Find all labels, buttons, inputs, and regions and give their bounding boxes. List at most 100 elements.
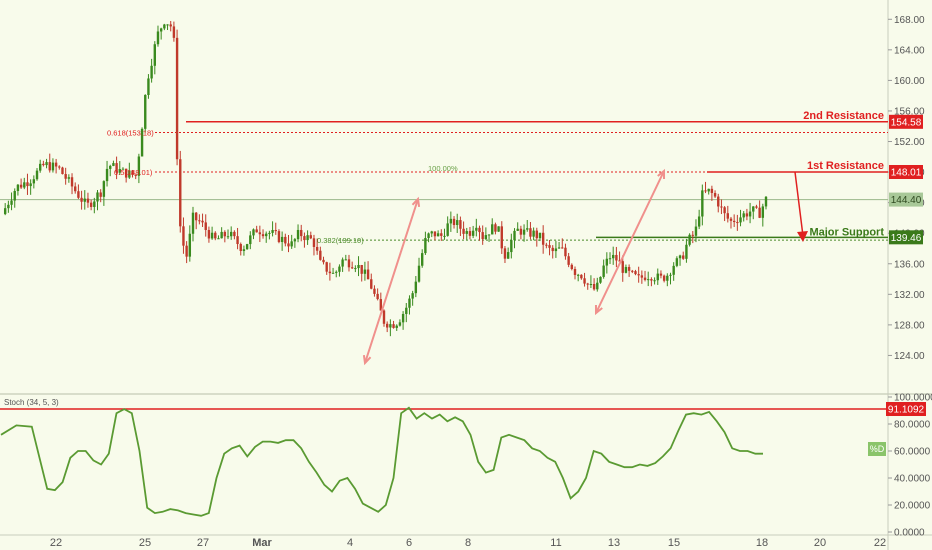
candle-body bbox=[322, 259, 325, 263]
candle-body bbox=[255, 229, 258, 233]
candle-body bbox=[23, 182, 26, 188]
candle-body bbox=[481, 232, 484, 240]
candle-body bbox=[535, 230, 538, 239]
candle-body bbox=[191, 212, 195, 234]
candle-body bbox=[96, 192, 99, 202]
candle-body bbox=[456, 220, 459, 226]
candle-body bbox=[672, 265, 675, 275]
svg-text:154.58: 154.58 bbox=[891, 117, 922, 128]
candle-body bbox=[245, 244, 249, 250]
candle-body bbox=[605, 258, 609, 266]
candle-body bbox=[131, 170, 134, 175]
candle-body bbox=[554, 248, 558, 252]
candle-body bbox=[526, 228, 529, 230]
candle-body bbox=[166, 24, 169, 26]
candle-body bbox=[465, 231, 468, 234]
candle-body bbox=[233, 231, 236, 237]
candle-body bbox=[32, 179, 36, 184]
svg-text:91.1092: 91.1092 bbox=[888, 405, 925, 416]
major-support-badge: 139.46 bbox=[889, 230, 923, 245]
stoch-title: Stoch (34, 5, 3) bbox=[4, 398, 59, 407]
fib-100-label: 100.00% bbox=[428, 164, 458, 173]
candle-body bbox=[704, 190, 707, 192]
candle-body bbox=[666, 275, 669, 281]
price-pane[interactable] bbox=[0, 0, 888, 392]
candle-body bbox=[752, 206, 755, 212]
candle-body bbox=[220, 231, 223, 239]
time-tick-label: 27 bbox=[197, 537, 209, 549]
candle-body bbox=[647, 279, 650, 281]
candle-body bbox=[398, 322, 402, 326]
candle-body bbox=[529, 228, 532, 237]
candle-body bbox=[277, 231, 281, 243]
candle-body bbox=[61, 167, 64, 175]
candle-body bbox=[303, 236, 306, 241]
candle-body bbox=[328, 271, 332, 274]
candle-body bbox=[417, 265, 421, 282]
candle-body bbox=[761, 206, 765, 218]
candle-body bbox=[258, 232, 262, 235]
candle-body bbox=[325, 262, 328, 272]
candle-body bbox=[745, 213, 749, 217]
candle-body bbox=[392, 324, 395, 328]
candle-body bbox=[284, 236, 287, 244]
svg-text:148.01: 148.01 bbox=[891, 168, 922, 179]
candle-body bbox=[35, 170, 39, 180]
candle-body bbox=[697, 216, 701, 227]
candle-body bbox=[427, 233, 430, 239]
candle-body bbox=[503, 248, 507, 259]
candle-body bbox=[64, 174, 67, 179]
candle-body bbox=[77, 191, 80, 198]
stoch-tick-label: 20.0000 bbox=[894, 501, 931, 512]
stoch-tick-label: 100.0000 bbox=[894, 393, 932, 404]
candle-body bbox=[573, 268, 577, 275]
candle-body bbox=[440, 233, 443, 236]
candle-body bbox=[576, 274, 580, 276]
candle-body bbox=[204, 222, 207, 230]
candle-body bbox=[436, 233, 440, 237]
price-tick-label: 160.00 bbox=[894, 76, 925, 87]
projection-arrows bbox=[362, 168, 666, 366]
candle-body bbox=[662, 275, 666, 281]
candle-body bbox=[742, 213, 745, 218]
candle-body bbox=[548, 245, 551, 248]
candle-body bbox=[3, 208, 7, 215]
candle-body bbox=[411, 293, 414, 299]
candle-body bbox=[424, 238, 427, 254]
candle-body bbox=[414, 281, 418, 294]
price-tick-label: 128.00 bbox=[894, 320, 925, 331]
candle-body bbox=[309, 235, 312, 239]
projection-arrowhead bbox=[594, 304, 603, 316]
candle-body bbox=[656, 273, 659, 281]
candle-body bbox=[379, 299, 383, 311]
target-arrow bbox=[794, 171, 808, 242]
candle-body bbox=[121, 168, 125, 170]
candle-body bbox=[159, 28, 163, 32]
candle-body bbox=[596, 282, 599, 290]
candle-body bbox=[659, 273, 663, 276]
projection-arrowhead bbox=[411, 196, 421, 208]
candle-body bbox=[67, 177, 71, 179]
projection-arrowhead bbox=[657, 168, 666, 180]
candle-body bbox=[516, 228, 519, 231]
candle-body bbox=[688, 234, 691, 245]
candle-body bbox=[7, 204, 10, 209]
candle-body bbox=[650, 279, 653, 281]
candle-body bbox=[729, 218, 733, 221]
candle-body bbox=[261, 234, 265, 237]
candle-body bbox=[156, 31, 160, 45]
candle-body bbox=[217, 238, 220, 240]
stoch-d-line bbox=[0, 406, 763, 517]
candle-body bbox=[484, 235, 488, 240]
candle-body bbox=[468, 231, 472, 236]
price-tick-label: 156.00 bbox=[894, 106, 925, 117]
candle-body bbox=[83, 198, 86, 202]
candle-body bbox=[564, 247, 567, 257]
candle-body bbox=[618, 260, 621, 262]
candle-body bbox=[188, 233, 192, 257]
candle-body bbox=[452, 218, 456, 226]
candle-body bbox=[506, 252, 510, 259]
time-tick-label: Mar bbox=[252, 537, 272, 549]
candle-body bbox=[26, 182, 29, 187]
